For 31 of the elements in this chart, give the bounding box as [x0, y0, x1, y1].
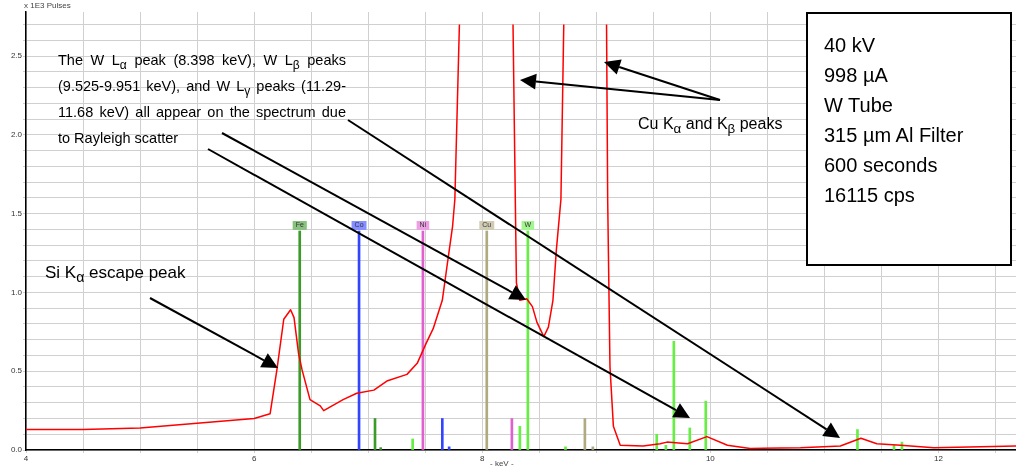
y-tick-label: 0.0 [10, 445, 23, 455]
annotation: W Tube [824, 93, 894, 118]
annotation: 998 µA [824, 63, 889, 88]
bar [485, 230, 489, 450]
bar [379, 447, 383, 450]
bar [298, 230, 302, 450]
bar [411, 438, 414, 450]
bar [564, 446, 567, 450]
x-axis-title: - keV - [490, 459, 514, 468]
y-tick-label: 1.5 [10, 208, 23, 218]
x-tick-label: 10 [705, 454, 716, 463]
bar [856, 429, 859, 450]
y-tick-label: 2.0 [10, 130, 23, 140]
x-tick-label: 4 [23, 454, 29, 463]
annotation: 16115 cps [824, 183, 916, 208]
annotation: 600 seconds [824, 153, 939, 178]
x-tick-label: 8 [479, 454, 485, 463]
x-tick-label: 6 [251, 454, 257, 463]
bar [440, 418, 444, 450]
y-tick-label: 1.0 [10, 287, 23, 297]
bar [688, 427, 692, 450]
y-tick-label: 2.5 [10, 51, 23, 61]
text: The W L$_{α}$ peak (8.398 keV), W L$_{β}$ peaks (9.525-9.951 keV), and W L$_{γ}$ peaks (11.29-11.68 keV) all appear on the spectrum due to Rayleigh scatter [58, 52, 347, 146]
annotation: Si K$_{α}$ escape peak [45, 263, 186, 286]
annotation: 315 µm Al Filter [824, 123, 965, 148]
y-axis-title: x 1E3 Pulses [24, 1, 71, 10]
annotation: 40 kV [824, 33, 877, 58]
annotation: Cu K$_{α}$ and K$_{β}$ peaks [638, 115, 783, 137]
y-tick-label: 0.5 [10, 366, 23, 376]
x-tick-label: 12 [933, 454, 944, 463]
bar [704, 400, 708, 450]
